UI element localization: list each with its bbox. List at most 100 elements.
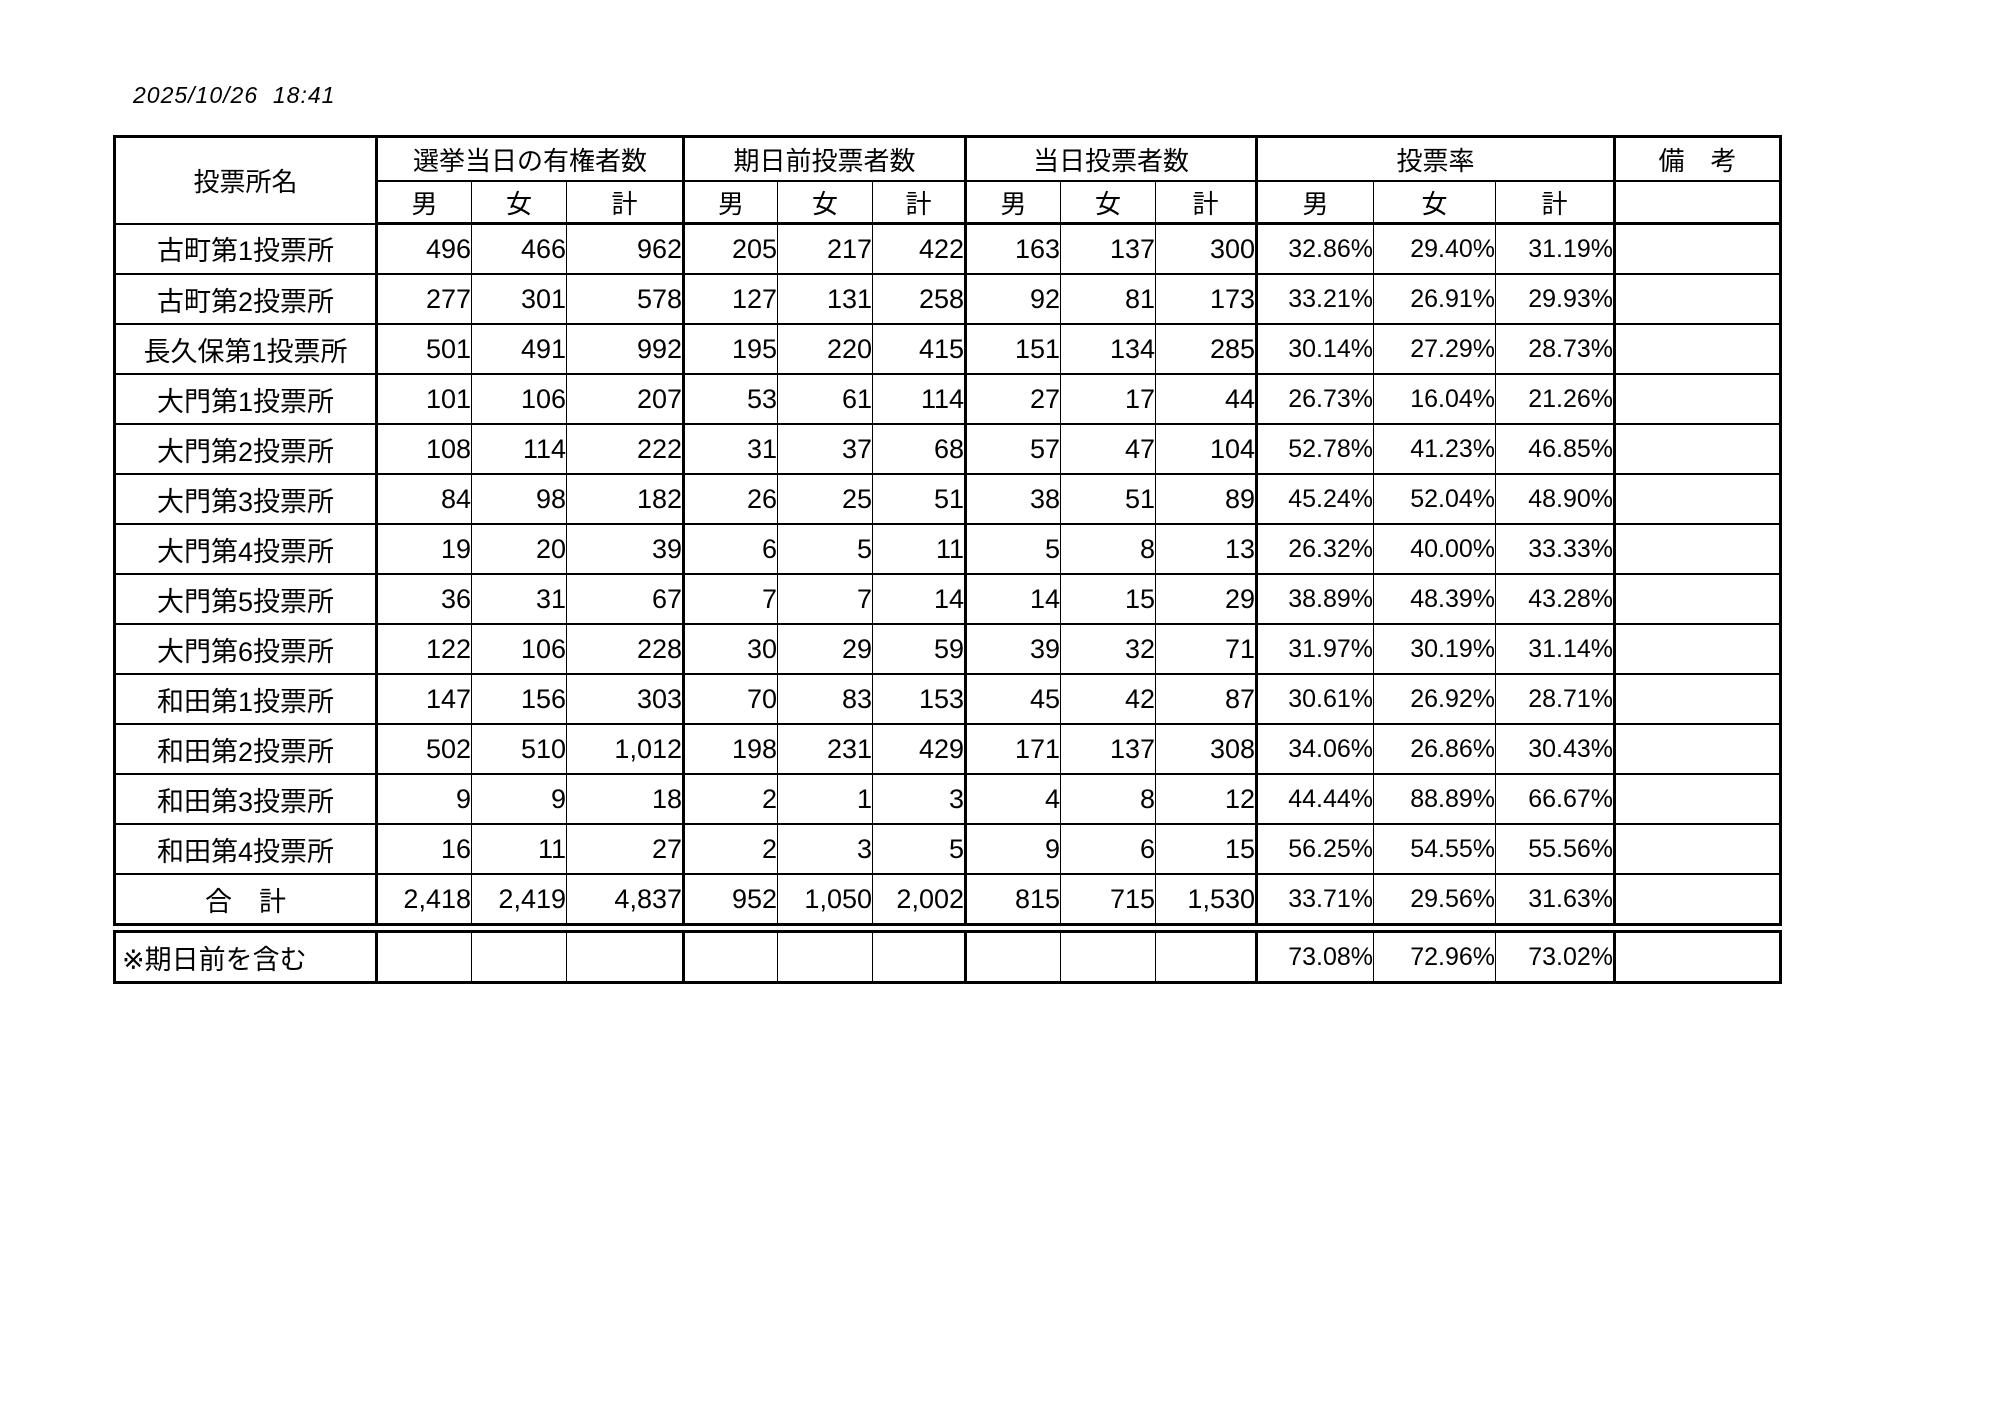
count-cell <box>471 930 567 984</box>
count-cell: 815 <box>964 873 1061 926</box>
count-cell: 1 <box>777 773 873 825</box>
turnout-cell: 30.14% <box>1255 323 1374 375</box>
turnout-cell: 31.97% <box>1255 623 1374 675</box>
count-cell: 2 <box>682 773 778 825</box>
count-cell <box>777 930 873 984</box>
count-cell: 32 <box>1060 623 1156 675</box>
count-cell: 466 <box>471 222 567 275</box>
station-name-cell: 和田第4投票所 <box>114 823 377 875</box>
count-cell: 491 <box>471 323 567 375</box>
count-cell: 15 <box>1060 573 1156 625</box>
turnout-cell: 29.93% <box>1495 273 1615 325</box>
table-row: 和田第4投票所 16 11 27 2 3 5 9 6 15 56.25% 54.55% 55.56% <box>114 823 1781 875</box>
count-cell: 11 <box>471 823 567 875</box>
count-cell: 9 <box>964 823 1061 875</box>
count-cell: 1,012 <box>566 723 684 775</box>
count-cell: 308 <box>1155 723 1257 775</box>
count-cell: 84 <box>375 473 472 525</box>
count-cell: 51 <box>872 473 966 525</box>
count-cell: 992 <box>566 323 684 375</box>
count-cell: 510 <box>471 723 567 775</box>
remarks-cell <box>1613 473 1781 525</box>
count-cell <box>375 930 472 984</box>
footnote-label-cell: ※期日前を含む <box>114 930 377 984</box>
station-name-cell: 和田第2投票所 <box>114 723 377 775</box>
count-cell: 70 <box>682 673 778 725</box>
count-cell: 220 <box>777 323 873 375</box>
turnout-cell: 26.73% <box>1255 373 1374 425</box>
table-row: 長久保第1投票所 501 491 992 195 220 415 151 134 285 30.14… <box>114 323 1781 375</box>
count-cell: 5 <box>872 823 966 875</box>
turnout-cell: 21.26% <box>1495 373 1615 425</box>
count-cell: 13 <box>1155 523 1257 575</box>
turnout-cell: 33.21% <box>1255 273 1374 325</box>
count-cell: 153 <box>872 673 966 725</box>
count-cell: 228 <box>566 623 684 675</box>
count-cell: 106 <box>471 623 567 675</box>
count-cell: 217 <box>777 222 873 275</box>
station-name-cell: 古町第2投票所 <box>114 273 377 325</box>
count-cell: 496 <box>375 222 472 275</box>
turnout-cell: 41.23% <box>1373 423 1496 475</box>
turnout-cell: 31.19% <box>1495 222 1615 275</box>
turnout-cell: 44.44% <box>1255 773 1374 825</box>
count-cell: 8 <box>1060 773 1156 825</box>
table-area: 投票所名 選挙当日の有権者数 期日前投票者数 当日投票者数 投票率 備 考 男 … <box>113 135 1782 984</box>
count-cell: 44 <box>1155 373 1257 425</box>
count-cell: 205 <box>682 222 778 275</box>
table-row: 和田第3投票所 9 9 18 2 1 3 4 8 12 44.44% 88.89% 66.67% <box>114 773 1781 825</box>
count-cell: 27 <box>964 373 1061 425</box>
count-cell: 92 <box>964 273 1061 325</box>
count-cell: 14 <box>872 573 966 625</box>
count-cell <box>872 930 966 984</box>
remarks-cell <box>1613 573 1781 625</box>
header-female: 女 <box>777 180 873 225</box>
table-row: 大門第5投票所 36 31 67 7 7 14 14 15 29 38.89% 48.39% 43.28… <box>114 573 1781 625</box>
count-cell: 87 <box>1155 673 1257 725</box>
count-cell: 415 <box>872 323 966 375</box>
count-cell: 131 <box>777 273 873 325</box>
header-male: 男 <box>1255 180 1374 225</box>
count-cell: 198 <box>682 723 778 775</box>
count-cell: 7 <box>682 573 778 625</box>
station-name-cell: 大門第5投票所 <box>114 573 377 625</box>
header-total: 計 <box>872 180 966 225</box>
count-cell: 277 <box>375 273 472 325</box>
count-cell: 5 <box>964 523 1061 575</box>
remarks-cell <box>1613 673 1781 725</box>
table-row: 和田第2投票所 502 510 1,012 198 231 429 171 137 308 34.0… <box>114 723 1781 775</box>
count-cell: 3 <box>872 773 966 825</box>
turnout-cell: 48.39% <box>1373 573 1496 625</box>
count-cell: 114 <box>872 373 966 425</box>
count-cell: 11 <box>872 523 966 575</box>
header-remarks-subcell <box>1613 180 1781 225</box>
station-name-cell: 長久保第1投票所 <box>114 323 377 375</box>
count-cell <box>1155 930 1257 984</box>
turnout-cell: 88.89% <box>1373 773 1496 825</box>
count-cell: 30 <box>682 623 778 675</box>
count-cell: 38 <box>964 473 1061 525</box>
header-turnout-group: 投票率 <box>1255 135 1615 182</box>
count-cell <box>1060 930 1156 984</box>
remarks-cell <box>1613 373 1781 425</box>
count-cell: 18 <box>566 773 684 825</box>
count-cell: 303 <box>566 673 684 725</box>
table-row: 大門第4投票所 19 20 39 6 5 11 5 8 13 26.32% 40.00% 33.33% <box>114 523 1781 575</box>
count-cell: 502 <box>375 723 472 775</box>
turnout-cell: 43.28% <box>1495 573 1615 625</box>
count-cell: 147 <box>375 673 472 725</box>
count-cell: 2,419 <box>471 873 567 926</box>
count-cell: 16 <box>375 823 472 875</box>
count-cell: 207 <box>566 373 684 425</box>
turnout-cell: 29.56% <box>1373 873 1496 926</box>
header-male: 男 <box>964 180 1061 225</box>
turnout-cell: 26.91% <box>1373 273 1496 325</box>
station-name-cell: 大門第4投票所 <box>114 523 377 575</box>
count-cell: 285 <box>1155 323 1257 375</box>
header-total: 計 <box>1155 180 1257 225</box>
count-cell: 231 <box>777 723 873 775</box>
remarks-cell <box>1613 823 1781 875</box>
count-cell: 114 <box>471 423 567 475</box>
count-cell: 422 <box>872 222 966 275</box>
turnout-cell: 30.61% <box>1255 673 1374 725</box>
